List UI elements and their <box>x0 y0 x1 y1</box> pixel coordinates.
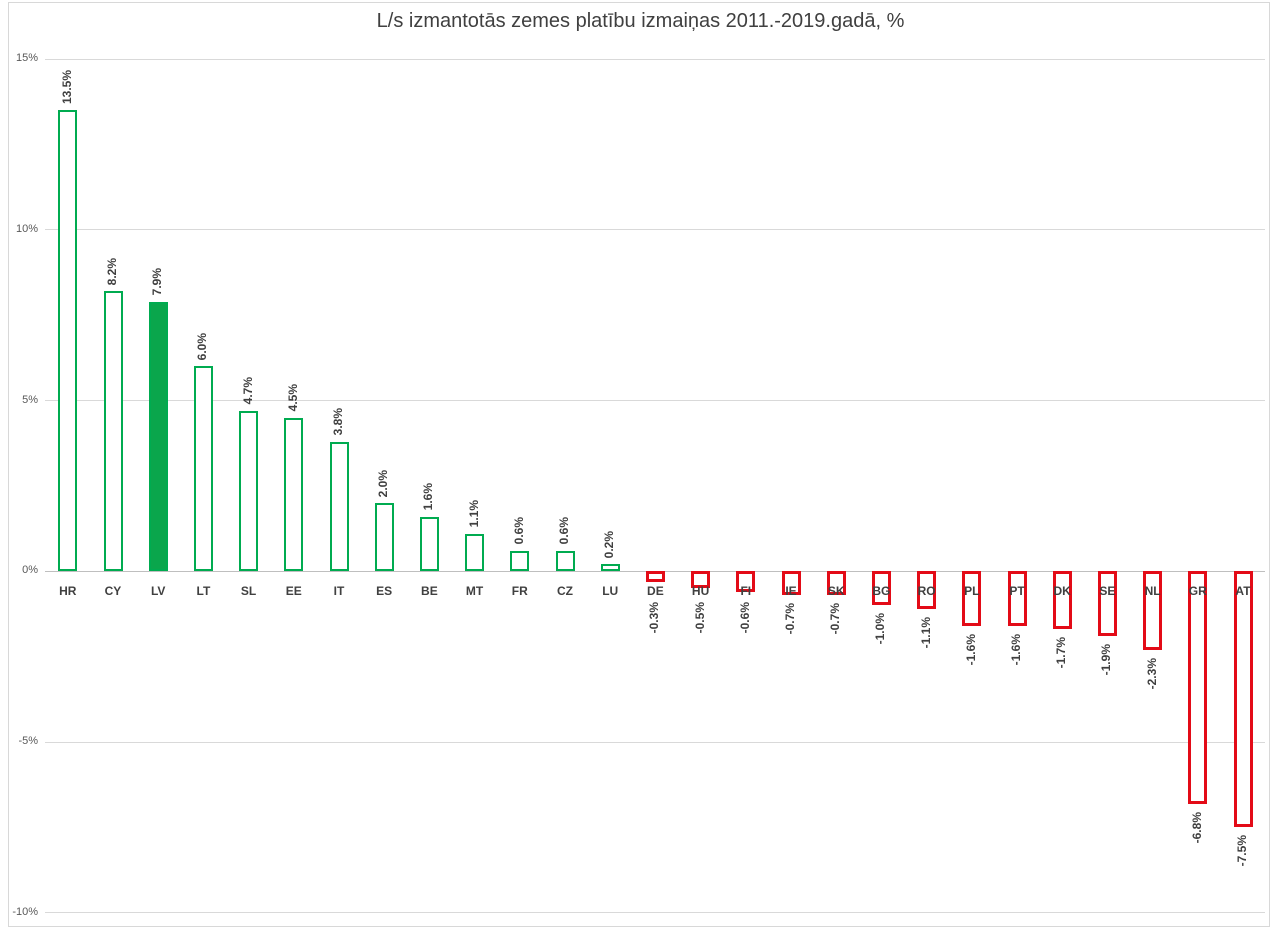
bar-lu <box>600 564 620 572</box>
value-label-at: -7.5% <box>1235 835 1249 867</box>
value-label-se: -1.9% <box>1099 644 1114 676</box>
y-axis-tick-label: -5% <box>18 735 38 748</box>
category-label-de: DE <box>647 584 664 598</box>
y-axis-tick-label: -10% <box>12 905 38 918</box>
gridline-5% <box>45 400 1265 402</box>
category-label-se: SE <box>1099 584 1116 598</box>
category-label-at: AT <box>1235 584 1251 598</box>
chart-border-frame <box>8 2 1270 927</box>
category-label-lu: LU <box>602 584 619 598</box>
value-label-de: -0.3% <box>647 602 662 634</box>
value-label-sl: 4.7% <box>240 377 255 405</box>
category-label-cy: CY <box>104 584 122 598</box>
bar-lt <box>193 366 213 572</box>
value-label-hr: 13.5% <box>59 70 74 105</box>
bar-fi <box>736 571 756 592</box>
bar-at <box>1233 571 1253 828</box>
value-label-pl: -1.6% <box>963 633 978 666</box>
value-label-be: 1.6% <box>421 483 436 511</box>
bar-cz <box>555 550 575 572</box>
category-label-cz: CZ <box>556 584 573 598</box>
value-label-fr: 0.6% <box>511 517 526 545</box>
gridline-10% <box>45 229 1265 231</box>
gridline--10% <box>45 912 1265 914</box>
category-label-sl: SL <box>240 584 257 598</box>
bar-hr <box>58 110 78 572</box>
value-label-sk: -0.7% <box>828 603 843 635</box>
bar-dk <box>1052 571 1072 630</box>
value-label-es: 2.0% <box>376 469 391 497</box>
bar-pl <box>962 571 982 626</box>
bar-ie <box>781 571 801 596</box>
bar-gr <box>1188 571 1208 804</box>
category-label-ro: RO <box>917 584 936 598</box>
value-label-pt: -1.6% <box>1009 633 1023 666</box>
category-label-pt: PT <box>1009 584 1025 598</box>
value-label-ee: 4.5% <box>285 384 300 412</box>
category-label-dk: DK <box>1053 584 1071 598</box>
chart-title: L/s izmantotās zemes platību izmaiņas 20… <box>376 10 905 32</box>
category-label-es: ES <box>376 584 393 598</box>
value-label-cz: 0.6% <box>557 517 571 545</box>
y-axis-tick-label: 15% <box>15 52 38 65</box>
y-axis-tick-label: 10% <box>15 222 38 235</box>
category-label-mt: MT <box>465 584 484 598</box>
category-label-ie: IE <box>785 584 797 598</box>
bar-fr <box>510 550 530 572</box>
bar-nl <box>1143 571 1163 650</box>
bar-se <box>1097 571 1117 637</box>
value-label-lu: 0.2% <box>602 531 617 559</box>
category-label-lt: LT <box>196 584 211 598</box>
bar-pt <box>1007 571 1027 626</box>
y-axis-tick-label: 0% <box>22 564 38 577</box>
value-label-mt: 1.1% <box>466 500 481 528</box>
bar-be <box>419 516 439 572</box>
value-label-ie: -0.7% <box>783 603 797 635</box>
value-label-hu: -0.5% <box>692 602 707 634</box>
bar-ro <box>917 571 937 609</box>
value-label-lt: 6.0% <box>195 333 210 361</box>
bar-mt <box>465 533 485 572</box>
bar-es <box>374 503 394 572</box>
category-label-hu: HU <box>691 584 710 598</box>
bar-cy <box>103 291 123 572</box>
value-label-ro: -1.1% <box>918 616 933 649</box>
bar-de <box>645 571 665 582</box>
value-label-lv: 7.9% <box>150 268 165 296</box>
bar-hu <box>691 571 711 589</box>
value-label-it: 3.8% <box>331 408 345 436</box>
bar-sl <box>239 410 259 572</box>
category-label-ee: EE <box>285 584 302 598</box>
category-label-pl: PL <box>964 584 980 598</box>
gridline-15% <box>45 58 1265 60</box>
gridline--5% <box>45 741 1265 743</box>
bar-it <box>329 441 349 572</box>
category-label-it: IT <box>333 584 345 598</box>
category-label-gr: GR <box>1188 584 1207 598</box>
category-label-sk: SK <box>827 584 845 598</box>
bar-ee <box>284 417 304 572</box>
value-label-gr: -6.8% <box>1189 811 1204 843</box>
category-label-fr: FR <box>511 584 528 598</box>
value-label-cy: 8.2% <box>105 257 119 286</box>
bar-lv <box>148 301 168 572</box>
category-label-hr: HR <box>59 584 77 598</box>
value-label-dk: -1.7% <box>1054 637 1069 669</box>
bar-sk <box>826 571 846 596</box>
category-label-fi: FI <box>740 584 752 598</box>
category-label-be: BE <box>421 584 438 598</box>
category-label-nl: NL <box>1144 584 1161 598</box>
value-label-bg: -1.0% <box>873 613 888 645</box>
category-label-lv: LV <box>150 584 166 598</box>
y-axis-tick-label: 5% <box>22 393 38 406</box>
bar-bg <box>871 571 891 606</box>
value-label-nl: -2.3% <box>1144 657 1159 690</box>
value-label-fi: -0.6% <box>737 602 752 634</box>
category-label-bg: BG <box>872 584 891 598</box>
